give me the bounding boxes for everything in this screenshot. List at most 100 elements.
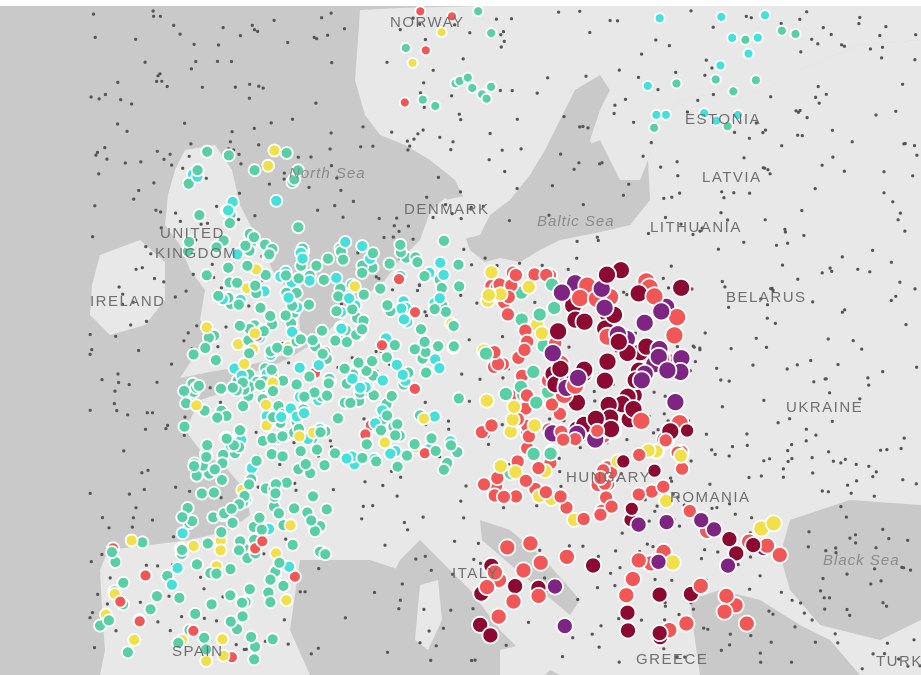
station-marker[interactable] bbox=[677, 614, 696, 633]
station-marker[interactable] bbox=[516, 341, 533, 358]
station-marker[interactable] bbox=[242, 346, 257, 361]
station-marker[interactable] bbox=[521, 534, 540, 553]
station-marker[interactable] bbox=[182, 234, 197, 249]
station-marker[interactable] bbox=[338, 235, 353, 249]
station-marker[interactable] bbox=[263, 595, 278, 609]
station-marker[interactable] bbox=[399, 42, 412, 54]
station-marker[interactable] bbox=[231, 297, 246, 312]
station-marker[interactable] bbox=[275, 449, 290, 464]
station-marker[interactable] bbox=[481, 626, 500, 645]
station-marker[interactable] bbox=[480, 287, 497, 304]
station-marker[interactable] bbox=[398, 96, 411, 109]
station-marker[interactable] bbox=[366, 246, 380, 261]
station-marker[interactable] bbox=[244, 630, 259, 644]
station-marker[interactable] bbox=[419, 365, 434, 380]
station-marker[interactable] bbox=[317, 458, 332, 473]
station-marker[interactable] bbox=[674, 460, 690, 477]
station-marker[interactable] bbox=[124, 533, 139, 548]
station-marker[interactable] bbox=[191, 378, 206, 393]
station-marker[interactable] bbox=[276, 579, 291, 593]
station-marker[interactable] bbox=[262, 247, 277, 262]
station-marker[interactable] bbox=[504, 592, 523, 611]
station-marker[interactable] bbox=[446, 10, 458, 23]
station-marker[interactable] bbox=[209, 240, 224, 255]
station-marker[interactable] bbox=[489, 607, 508, 626]
station-marker[interactable] bbox=[629, 551, 648, 570]
station-marker[interactable] bbox=[679, 422, 695, 439]
station-marker[interactable] bbox=[353, 380, 368, 395]
station-marker[interactable] bbox=[485, 80, 498, 93]
station-marker[interactable] bbox=[304, 513, 319, 528]
station-marker[interactable] bbox=[190, 557, 204, 572]
station-marker[interactable] bbox=[526, 417, 543, 434]
station-marker[interactable] bbox=[247, 163, 262, 178]
station-marker[interactable] bbox=[589, 422, 606, 439]
station-marker[interactable] bbox=[750, 74, 762, 87]
station-marker[interactable] bbox=[715, 602, 734, 621]
station-marker[interactable] bbox=[221, 203, 236, 218]
station-marker[interactable] bbox=[709, 73, 722, 86]
station-marker[interactable] bbox=[211, 288, 226, 303]
station-marker[interactable] bbox=[208, 353, 223, 368]
station-marker[interactable] bbox=[295, 251, 310, 266]
station-marker[interactable] bbox=[233, 423, 247, 438]
station-marker[interactable] bbox=[215, 632, 230, 647]
station-marker[interactable] bbox=[242, 582, 257, 597]
station-marker[interactable] bbox=[297, 406, 312, 421]
station-marker[interactable] bbox=[594, 297, 615, 318]
station-marker[interactable] bbox=[310, 442, 324, 457]
station-marker[interactable] bbox=[483, 264, 500, 281]
station-marker[interactable] bbox=[478, 578, 496, 596]
station-marker[interactable] bbox=[298, 457, 313, 472]
station-marker[interactable] bbox=[650, 585, 669, 604]
station-marker[interactable] bbox=[186, 539, 201, 553]
station-marker[interactable] bbox=[318, 547, 333, 562]
station-marker[interactable] bbox=[261, 158, 276, 173]
station-marker[interactable] bbox=[305, 333, 320, 348]
station-marker[interactable] bbox=[671, 277, 692, 298]
station-marker[interactable] bbox=[238, 238, 253, 253]
station-marker[interactable] bbox=[407, 342, 422, 357]
station-marker[interactable] bbox=[710, 114, 723, 127]
station-marker[interactable] bbox=[534, 325, 550, 342]
station-marker[interactable] bbox=[252, 510, 267, 525]
station-marker[interactable] bbox=[495, 488, 512, 505]
station-marker[interactable] bbox=[451, 391, 466, 406]
station-marker[interactable] bbox=[542, 445, 559, 462]
station-marker[interactable] bbox=[279, 146, 294, 160]
station-marker[interactable] bbox=[471, 615, 490, 634]
station-marker[interactable] bbox=[525, 363, 542, 380]
station-marker[interactable] bbox=[597, 351, 618, 372]
station-marker[interactable] bbox=[518, 472, 534, 489]
station-marker[interactable] bbox=[650, 624, 669, 642]
station-marker[interactable] bbox=[339, 451, 354, 466]
station-marker[interactable] bbox=[393, 237, 408, 252]
station-marker[interactable] bbox=[776, 24, 788, 37]
station-marker[interactable] bbox=[525, 445, 542, 462]
station-marker[interactable] bbox=[508, 267, 524, 284]
station-marker[interactable] bbox=[375, 338, 389, 353]
station-marker[interactable] bbox=[407, 437, 422, 452]
station-marker[interactable] bbox=[309, 258, 324, 273]
station-marker[interactable] bbox=[506, 398, 522, 415]
station-marker[interactable] bbox=[472, 5, 485, 18]
station-marker[interactable] bbox=[287, 569, 302, 584]
station-marker[interactable] bbox=[574, 311, 595, 332]
station-marker[interactable] bbox=[555, 431, 572, 448]
station-marker[interactable] bbox=[240, 258, 255, 273]
station-marker[interactable] bbox=[186, 347, 201, 362]
station-marker[interactable] bbox=[634, 312, 655, 333]
station-marker[interactable] bbox=[215, 473, 229, 487]
station-marker[interactable] bbox=[485, 27, 498, 39]
station-marker[interactable] bbox=[531, 553, 550, 572]
station-marker[interactable] bbox=[603, 498, 620, 515]
station-marker[interactable] bbox=[331, 411, 345, 426]
station-marker[interactable] bbox=[538, 484, 554, 501]
station-marker[interactable] bbox=[254, 522, 269, 537]
station-marker[interactable] bbox=[389, 357, 404, 372]
station-marker[interactable] bbox=[291, 163, 305, 178]
station-marker[interactable] bbox=[648, 121, 660, 134]
station-marker[interactable] bbox=[657, 513, 676, 531]
station-marker[interactable] bbox=[255, 534, 270, 549]
station-marker[interactable] bbox=[194, 486, 209, 501]
